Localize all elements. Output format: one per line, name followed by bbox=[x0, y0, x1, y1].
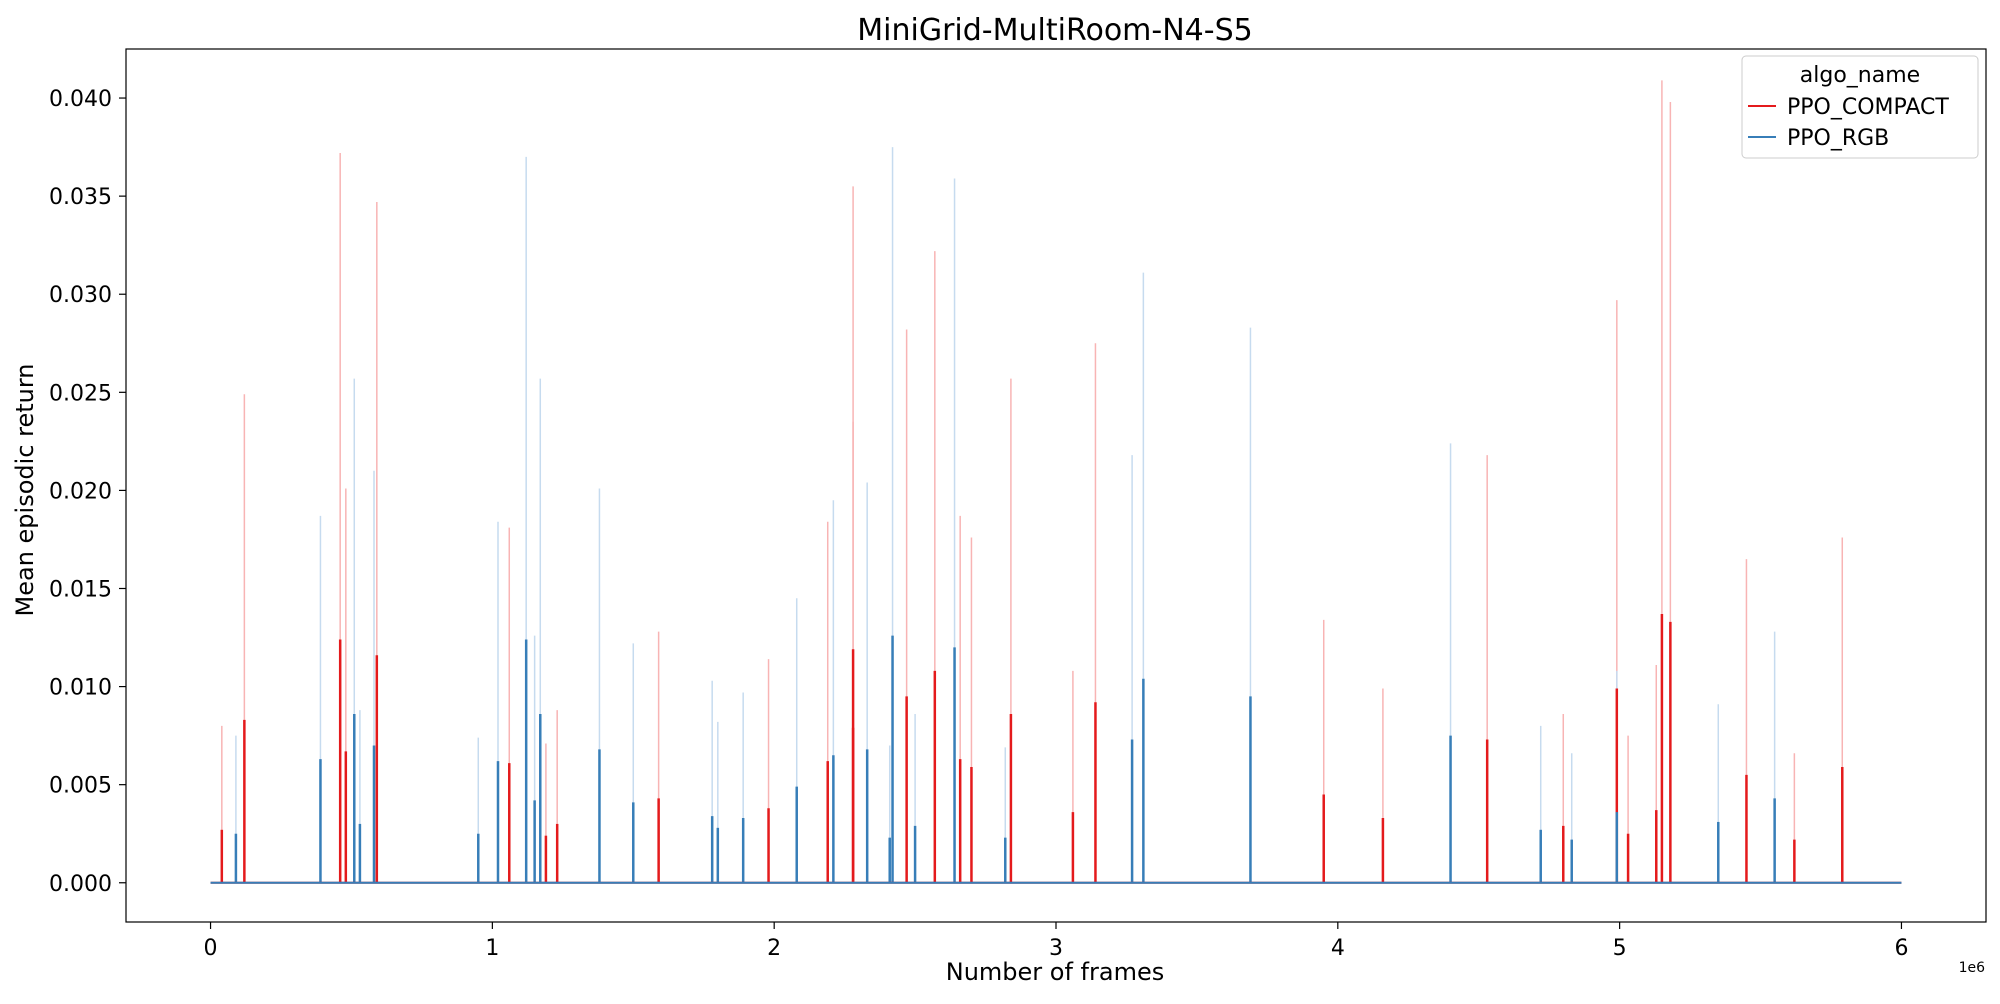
legend-label: PPO_RGB bbox=[1787, 126, 1889, 151]
legend-box bbox=[1741, 55, 1979, 159]
x-tick-label: 2 bbox=[767, 936, 781, 961]
plot-area bbox=[210, 80, 1902, 884]
legend-label: PPO_COMPACT bbox=[1787, 95, 1949, 120]
series-ppo-compact bbox=[221, 80, 1844, 883]
legend-title: algo_name bbox=[1800, 63, 1920, 88]
y-tick-label: 0.005 bbox=[49, 774, 112, 799]
x-axis-offset-label: 1e6 bbox=[1959, 960, 1986, 976]
y-tick-label: 0.040 bbox=[49, 87, 112, 112]
series-ppo-rgb bbox=[235, 147, 1776, 883]
y-tick-label: 0.010 bbox=[49, 676, 112, 701]
y-tick-label: 0.015 bbox=[49, 577, 112, 602]
legend: algo_name PPO_COMPACT PPO_RGB bbox=[1741, 55, 1979, 159]
x-tick-label: 4 bbox=[1331, 936, 1345, 961]
x-tick-label: 3 bbox=[1049, 936, 1063, 961]
chart-title: MiniGrid-MultiRoom-N4-S5 bbox=[857, 13, 1252, 48]
x-tick-label: 6 bbox=[1894, 936, 1908, 961]
series-mean-ppo-compact bbox=[220, 613, 1844, 883]
y-tick-label: 0.025 bbox=[49, 381, 112, 406]
plot-frame bbox=[125, 48, 1987, 923]
y-tick-label: 0.000 bbox=[49, 872, 112, 897]
x-tick-label: 5 bbox=[1613, 936, 1627, 961]
series-mean-ppo-rgb bbox=[234, 635, 1776, 883]
y-tick-label: 0.035 bbox=[49, 185, 112, 210]
y-axis-label: Mean episodic return bbox=[11, 364, 39, 617]
x-tick-label: 1 bbox=[485, 936, 499, 961]
x-axis-label: Number of frames bbox=[946, 958, 1164, 986]
y-tick-label: 0.020 bbox=[49, 479, 112, 504]
x-tick-label: 0 bbox=[204, 936, 218, 961]
axes: 0 1 2 3 4 5 6 0.000 0.005 0.010 0.015 0.020 0.025 0.0… bbox=[49, 48, 1987, 961]
y-tick-label: 0.030 bbox=[49, 283, 112, 308]
